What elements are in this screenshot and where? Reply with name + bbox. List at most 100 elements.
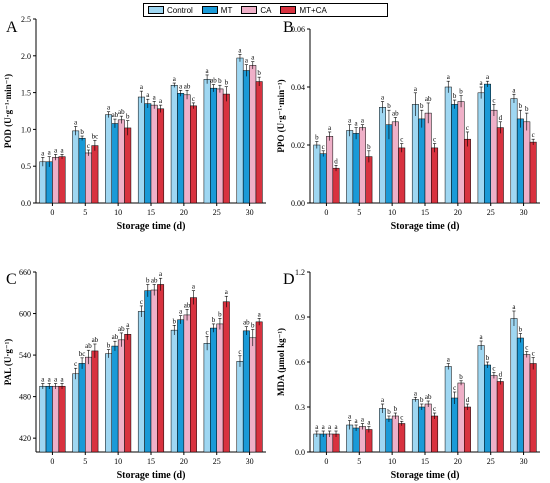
bar [424,403,432,453]
significance-label: b [257,69,261,77]
bar [484,83,491,204]
bar [177,93,185,204]
bar [424,112,432,204]
x-tick-label: 30 [520,208,528,217]
significance-label: c [525,344,528,352]
bar [359,426,366,453]
bar [105,353,112,453]
bar [117,119,125,204]
significance-label: a [348,117,352,125]
bar [411,399,419,453]
bar [359,127,366,204]
y-tick-label: 2.0 [21,52,31,61]
significance-label: a [355,120,359,128]
bar [496,381,504,453]
significance-label: a [60,375,64,383]
y-axis-label: PAL (U·g⁻¹) [3,339,13,386]
x-tick-label: 10 [388,208,396,217]
significance-label: a [179,308,183,316]
significance-label: b [394,405,398,413]
significance-label: a [447,356,451,364]
x-tick-label: 15 [421,208,429,217]
significance-label: a [54,375,58,383]
significance-label: c [206,328,209,336]
chart-panel-a: A 0.0 0.5 1.0 1.5 2.0 2.5 POD (U·g⁻¹·min⁻¹) Stor… [3,15,266,232]
bar [85,356,92,453]
bar [58,156,66,204]
panel-letter: C [6,271,17,288]
chart-panel-b: B 0.00 0.02 0.04 0.06 PPO (U·g⁻¹·min⁻¹) Storag… [276,19,540,232]
bar [510,98,518,204]
bar [210,87,217,204]
significance-label: a [315,423,319,431]
y-axis-label: MDA (μmol kg⁻¹) [276,328,286,396]
bar [91,350,99,453]
x-tick-label: 20 [180,457,188,466]
significance-label: a [54,146,58,154]
bar [203,79,211,204]
bar [391,121,399,204]
bar [72,130,80,204]
significance-label: a [486,73,490,81]
y-tick-label: 0.5 [21,162,31,171]
x-tick-label: 5 [83,208,87,217]
legend-label: CA [260,5,272,15]
bar [379,107,386,204]
bar [398,423,406,453]
bar [203,343,211,453]
x-tick-label: 5 [357,208,361,217]
legend-item: CA [241,6,271,15]
bar [332,167,340,204]
significance-label: a [414,85,418,93]
x-tick-label: 20 [454,457,462,466]
significance-label: a [245,57,249,65]
bar [444,366,452,453]
significance-label: a [414,389,418,397]
significance-label: a [74,118,78,126]
x-tick-label: 25 [213,208,221,217]
chart-panel-d: D 0.0 0.3 0.6 0.9 1.2 MDA (μmol kg⁻¹) Storage t… [276,268,540,481]
bar [490,375,498,453]
x-tick-label: 0 [324,457,328,466]
significance-label: b [519,102,523,110]
significance-label: a [173,75,177,83]
bar [391,415,399,453]
significance-label: d [334,157,338,165]
x-tick-label: 5 [83,457,87,466]
significance-label: ab [184,82,191,90]
x-tick-label: 10 [388,457,396,466]
significance-label: a [192,283,196,291]
bar [137,311,145,453]
bar [418,406,426,453]
significance-label: a [41,375,45,383]
y-tick-label: 660 [19,268,31,277]
significance-label: a [225,288,229,296]
bar [222,301,230,453]
x-tick-label: 20 [454,208,462,217]
significance-label: ab [118,325,125,333]
significance-label: b [80,128,84,136]
bar [249,65,257,204]
y-tick-label: 480 [19,393,31,402]
bar [157,284,165,453]
significance-label: ab [392,109,399,117]
significance-label: ab [425,95,432,103]
y-tick-label: 0.6 [295,358,305,367]
legend-item: Control [148,6,193,15]
bar [157,108,165,204]
bar [398,147,406,204]
legend-item: MT [201,6,232,15]
significance-label: a [153,93,157,101]
significance-label: c [466,124,469,132]
y-tick-label: 0.02 [291,141,305,150]
legend-label: MT+CA [299,5,327,15]
significance-label: bc [92,132,99,140]
significance-label: b [387,102,391,110]
bar [183,94,191,204]
bar [319,153,327,204]
y-tick-label: 1.5 [21,89,31,98]
significance-label: c [433,136,436,144]
bar [249,337,257,453]
significance-label: a [361,416,365,424]
significance-label: a [107,104,111,112]
